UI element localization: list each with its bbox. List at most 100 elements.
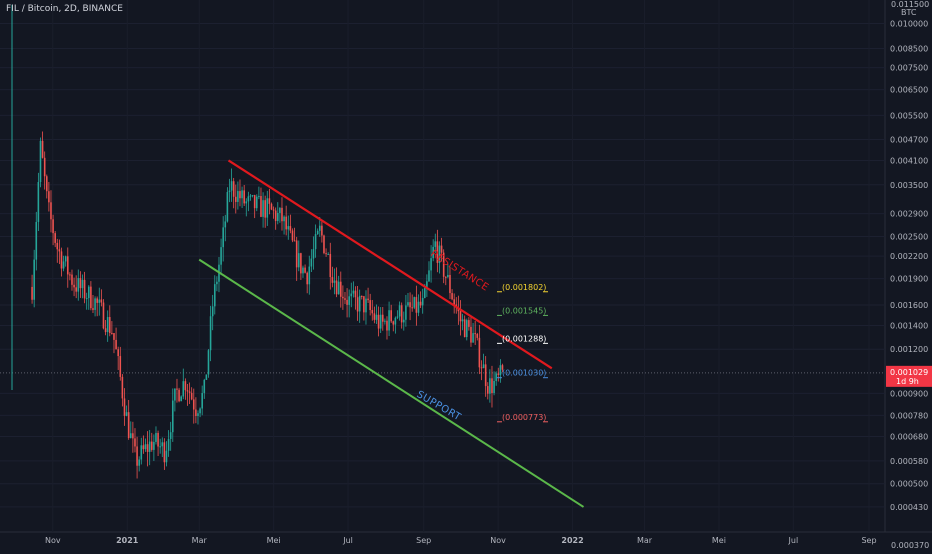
price-tick-label: 0.008500 — [890, 44, 928, 53]
price-tick-label: 0.000430 — [890, 503, 928, 512]
candle-body — [100, 299, 103, 303]
candle-body — [360, 295, 363, 297]
candle-body — [415, 297, 418, 313]
candle-body — [127, 412, 130, 438]
level-label: (0.001030) — [502, 369, 546, 378]
candle-body — [180, 396, 182, 402]
candle-body — [365, 298, 367, 313]
price-tick-label: 0.005500 — [890, 111, 928, 120]
candle-body — [384, 320, 386, 322]
candle-body — [268, 198, 271, 204]
candle-body — [300, 253, 302, 274]
candle-body — [157, 432, 159, 447]
candle-body — [339, 281, 342, 297]
candle-body — [228, 190, 231, 193]
candle-body — [373, 313, 376, 320]
level-label: (0.001802) — [502, 283, 546, 292]
candle-body — [272, 209, 275, 211]
candle-body — [144, 444, 147, 450]
candle-body — [54, 233, 56, 243]
candle-body — [150, 441, 153, 450]
candle-body — [37, 182, 40, 222]
candle-body — [102, 302, 105, 329]
candle-body — [73, 284, 75, 288]
time-tick-label: Sep — [416, 536, 431, 545]
level-labels: (0.001802) (0.001545) (0.001288) (0.001030)… — [497, 283, 548, 423]
price-tick-label: 0.002900 — [890, 210, 928, 219]
candle-body — [476, 333, 479, 338]
candle-body — [163, 442, 166, 463]
candle-body — [138, 459, 140, 466]
candle-body — [35, 221, 38, 260]
candle-body — [94, 298, 96, 310]
candle-body — [413, 297, 416, 308]
candle-body — [423, 288, 426, 298]
price-tick-label: 0.000500 — [890, 480, 928, 489]
candle-body — [125, 412, 128, 416]
candle-body — [241, 190, 243, 199]
candle-body — [304, 267, 306, 273]
time-tick-label: Jul — [342, 536, 353, 545]
candle-body — [293, 240, 296, 242]
candle-body — [501, 365, 504, 370]
candle-body — [482, 364, 485, 369]
candle-body — [232, 181, 235, 197]
resistance-line — [227, 159, 553, 370]
candle-body — [486, 386, 489, 394]
time-tick-label: 2021 — [116, 536, 139, 545]
candle-body — [45, 176, 48, 192]
candle-body — [495, 373, 497, 381]
candle-body — [283, 216, 285, 222]
candle-body — [146, 444, 149, 452]
candle-body — [388, 310, 390, 331]
candle-body — [264, 200, 266, 218]
candle-body — [312, 249, 315, 259]
price-tick-label: 0.000580 — [890, 457, 928, 466]
candle-body — [255, 196, 258, 209]
candle-body — [108, 317, 111, 333]
last-price-value: 0.001029 — [890, 368, 928, 377]
candle-body — [211, 306, 214, 317]
candle-body — [279, 207, 281, 213]
candle-body — [447, 274, 449, 278]
price-axis-currency: BTC — [901, 8, 917, 17]
candle-body — [358, 295, 361, 312]
candle-body — [188, 391, 191, 393]
candle-body — [216, 281, 218, 285]
candle-body — [136, 446, 138, 466]
candle-body — [396, 316, 399, 318]
level-label: (0.001545) — [502, 306, 546, 315]
candle-body — [85, 298, 88, 300]
price-tick-label: 0.002200 — [890, 252, 928, 261]
candle-body — [62, 261, 65, 269]
candle-body — [493, 380, 495, 394]
candle-body — [295, 240, 298, 268]
price-tick-label: 0.000900 — [890, 389, 928, 398]
support-label: SUPPORT — [414, 389, 463, 424]
candle-body — [121, 376, 124, 399]
price-axis: 0.010000 0.008500 0.007500 0.006500 0.005500… — [886, 0, 932, 550]
candle-body — [60, 251, 63, 269]
candle-body — [354, 290, 357, 298]
candle-body — [411, 307, 413, 309]
candle-body — [287, 226, 290, 230]
time-tick-label: Mei — [267, 536, 281, 545]
price-tick-label: 0.004100 — [890, 156, 928, 165]
candle-body — [421, 297, 424, 306]
price-tick-label-top: 0.011500 — [891, 0, 929, 9]
candle-body — [184, 381, 187, 391]
time-tick-label: Nov — [490, 536, 506, 545]
price-tick-label: 0.001900 — [890, 275, 928, 284]
support-line — [198, 258, 585, 508]
candle-body — [436, 241, 439, 263]
candle-body — [203, 379, 206, 394]
candle-body — [289, 226, 292, 231]
symbol-title[interactable]: FIL / Bitcoin, 2D, BINANCE — [6, 4, 123, 14]
candle-body — [438, 245, 441, 263]
candle-body — [75, 287, 77, 292]
price-tick-label: 0.001600 — [890, 301, 928, 310]
candle-body — [369, 300, 371, 311]
candle-body — [142, 445, 145, 450]
